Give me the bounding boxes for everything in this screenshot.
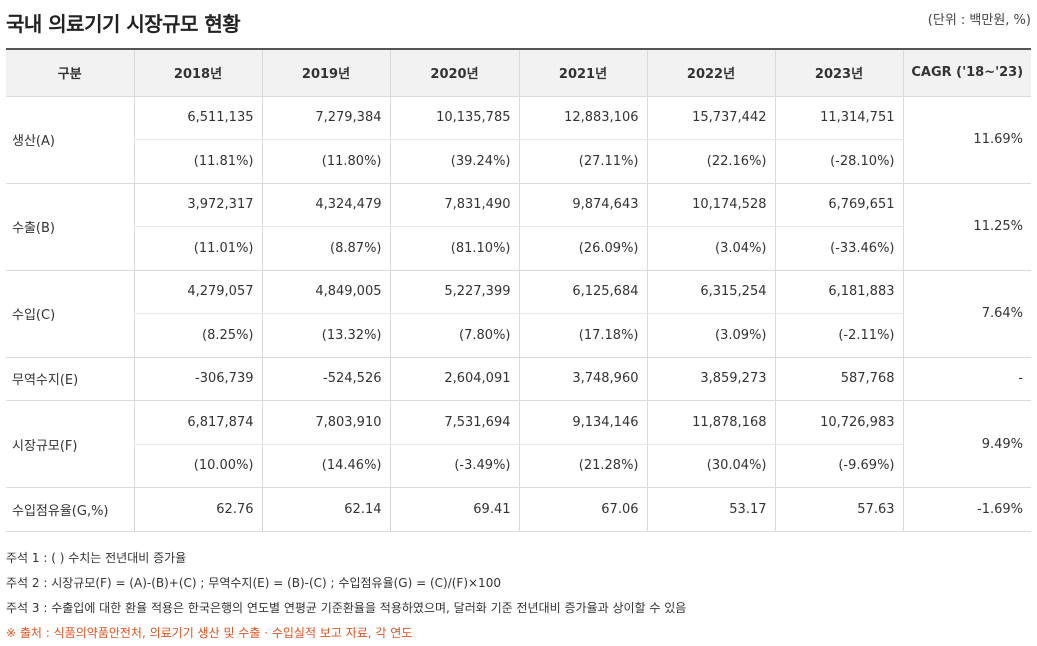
value-cell: -306,739 xyxy=(133,357,262,401)
growth-cell: (27.11%) xyxy=(518,139,647,184)
growth-cell: (13.32%) xyxy=(261,313,390,358)
value-cell: 587,768 xyxy=(774,357,903,401)
table-row: (11.81%) (11.80%) (39.24%) (27.11%) (22.… xyxy=(6,139,1031,184)
growth-cell: (21.28%) xyxy=(518,444,647,488)
cagr-cell: 9.49% xyxy=(902,400,1031,488)
growth-cell: (39.24%) xyxy=(389,139,519,184)
value-cell: 9,874,643 xyxy=(518,183,647,227)
table-row: 수입(C) 4,279,057 4,849,005 5,227,399 6,12… xyxy=(6,270,1031,358)
value-cell: 4,279,057 xyxy=(133,270,262,314)
value-cell: 5,227,399 xyxy=(389,270,519,314)
value-cell: 7,831,490 xyxy=(389,183,519,227)
table-row: (11.01%) (8.87%) (81.10%) (26.09%) (3.04… xyxy=(6,226,1031,271)
growth-cell: (10.00%) xyxy=(133,444,262,488)
footnote: 주석 2 : 시장규모(F) = (A)-(B)+(C) ; 무역수지(E) =… xyxy=(6,576,501,590)
row-label: 수입점유율(G,%) xyxy=(6,487,134,532)
value-cell: 7,531,694 xyxy=(389,400,519,445)
value-cell: 53.17 xyxy=(646,487,775,532)
header-year: 2021년 xyxy=(518,48,647,97)
footnote: 주석 1 : ( ) 수치는 전년대비 증가율 xyxy=(6,551,187,565)
growth-cell: (26.09%) xyxy=(518,226,647,271)
table-header-row: 구분 2018년 2019년 2020년 2021년 2022년 2023년 C… xyxy=(6,48,1031,97)
growth-cell: (11.01%) xyxy=(133,226,262,271)
footnote: 주석 3 : 수출입에 대한 환율 적용은 한국은행의 연도별 연평균 기준환율… xyxy=(6,601,687,615)
cagr-cell: -1.69% xyxy=(902,487,1031,532)
header-year: 2022년 xyxy=(646,48,775,97)
growth-cell: (3.04%) xyxy=(646,226,775,271)
growth-cell: (8.25%) xyxy=(133,313,262,358)
unit-label: (단위 : 백만원, %) xyxy=(927,13,1031,28)
growth-cell: (11.80%) xyxy=(261,139,390,184)
value-cell: 6,769,651 xyxy=(774,183,903,227)
table-row: 수입점유율(G,%) 62.76 62.14 69.41 67.06 53.17… xyxy=(6,487,1031,532)
value-cell: 11,878,168 xyxy=(646,400,775,445)
header-year: 2023년 xyxy=(774,48,903,97)
value-cell: 2,604,091 xyxy=(389,357,519,401)
row-label: 수입(C) xyxy=(6,270,134,358)
row-label: 무역수지(E) xyxy=(6,357,134,401)
cagr-cell: 11.69% xyxy=(902,96,1031,184)
row-label: 생산(A) xyxy=(6,96,134,184)
value-cell: 3,859,273 xyxy=(646,357,775,401)
value-cell: 67.06 xyxy=(518,487,647,532)
value-cell: 10,174,528 xyxy=(646,183,775,227)
page-title: 국내 의료기기 시장규모 현황 xyxy=(6,12,241,36)
value-cell: 69.41 xyxy=(389,487,519,532)
growth-cell: (81.10%) xyxy=(389,226,519,271)
value-cell: 6,315,254 xyxy=(646,270,775,314)
cagr-cell: 7.64% xyxy=(902,270,1031,358)
value-cell: 3,972,317 xyxy=(133,183,262,227)
value-cell: 62.76 xyxy=(133,487,262,532)
value-cell: 6,181,883 xyxy=(774,270,903,314)
market-size-table: 구분 2018년 2019년 2020년 2021년 2022년 2023년 C… xyxy=(6,48,1031,532)
growth-cell: (-3.49%) xyxy=(389,444,519,488)
growth-cell: (22.16%) xyxy=(646,139,775,184)
value-cell: 4,849,005 xyxy=(261,270,390,314)
value-cell: 7,279,384 xyxy=(261,96,390,140)
header-year: 2020년 xyxy=(389,48,519,97)
table-row: 생산(A) 6,511,135 7,279,384 10,135,785 12,… xyxy=(6,96,1031,184)
row-label: 시장규모(F) xyxy=(6,400,134,488)
growth-cell: (3.09%) xyxy=(646,313,775,358)
table-row: 무역수지(E) -306,739 -524,526 2,604,091 3,74… xyxy=(6,357,1031,401)
value-cell: 62.14 xyxy=(261,487,390,532)
growth-cell: (-28.10%) xyxy=(774,139,903,184)
table-row: (10.00%) (14.46%) (-3.49%) (21.28%) (30.… xyxy=(6,444,1031,488)
header-year: 2019년 xyxy=(261,48,390,97)
value-cell: 7,803,910 xyxy=(261,400,390,445)
source-note: ※ 출처 : 식품의약품안전처, 의료기기 생산 및 수출 · 수입실적 보고 … xyxy=(6,626,413,640)
growth-cell: (-33.46%) xyxy=(774,226,903,271)
value-cell: 10,135,785 xyxy=(389,96,519,140)
table-row: 수출(B) 3,972,317 4,324,479 7,831,490 9,87… xyxy=(6,183,1031,271)
growth-cell: (14.46%) xyxy=(261,444,390,488)
cagr-cell: 11.25% xyxy=(902,183,1031,271)
value-cell: 57.63 xyxy=(774,487,903,532)
footnotes: 주석 1 : ( ) 수치는 전년대비 증가율 주석 2 : 시장규모(F) =… xyxy=(6,548,686,646)
value-cell: 12,883,106 xyxy=(518,96,647,140)
growth-cell: (17.18%) xyxy=(518,313,647,358)
header-cagr: CAGR ('18~'23) xyxy=(902,48,1031,97)
header-year: 2018년 xyxy=(133,48,262,97)
growth-cell: (7.80%) xyxy=(389,313,519,358)
growth-cell: (-9.69%) xyxy=(774,444,903,488)
growth-cell: (-2.11%) xyxy=(774,313,903,358)
value-cell: 11,314,751 xyxy=(774,96,903,140)
value-cell: 6,817,874 xyxy=(133,400,262,445)
growth-cell: (8.87%) xyxy=(261,226,390,271)
table-row: 시장규모(F) 6,817,874 7,803,910 7,531,694 9,… xyxy=(6,400,1031,488)
value-cell: 15,737,442 xyxy=(646,96,775,140)
value-cell: 10,726,983 xyxy=(774,400,903,445)
table-row: (8.25%) (13.32%) (7.80%) (17.18%) (3.09%… xyxy=(6,313,1031,358)
value-cell: 3,748,960 xyxy=(518,357,647,401)
header-category: 구분 xyxy=(6,48,134,97)
cagr-cell: - xyxy=(902,357,1031,401)
value-cell: 6,125,684 xyxy=(518,270,647,314)
value-cell: -524,526 xyxy=(261,357,390,401)
value-cell: 9,134,146 xyxy=(518,400,647,445)
growth-cell: (30.04%) xyxy=(646,444,775,488)
growth-cell: (11.81%) xyxy=(133,139,262,184)
value-cell: 6,511,135 xyxy=(133,96,262,140)
value-cell: 4,324,479 xyxy=(261,183,390,227)
row-label: 수출(B) xyxy=(6,183,134,271)
